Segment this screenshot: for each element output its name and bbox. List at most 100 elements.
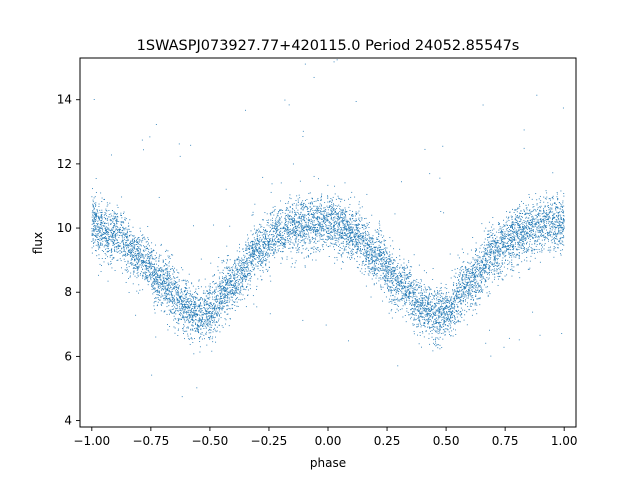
data-point	[425, 330, 427, 332]
data-point	[247, 234, 248, 236]
data-point	[364, 264, 366, 266]
data-point	[511, 241, 513, 243]
data-point	[468, 277, 470, 279]
data-point	[138, 246, 140, 248]
data-point	[526, 260, 528, 262]
data-point	[167, 274, 169, 276]
data-point	[208, 289, 210, 291]
data-point	[231, 271, 233, 273]
data-point	[126, 236, 127, 238]
data-point	[459, 271, 461, 273]
data-point	[240, 275, 242, 277]
data-point	[410, 318, 411, 320]
data-point	[105, 244, 107, 246]
data-point	[345, 214, 346, 216]
data-point	[224, 300, 226, 302]
data-point	[135, 264, 137, 265]
data-point	[563, 192, 565, 194]
data-point	[157, 290, 159, 292]
data-point	[274, 220, 276, 222]
data-point	[158, 261, 160, 262]
data-point	[197, 323, 199, 325]
data-point	[424, 301, 426, 303]
data-point	[298, 216, 300, 217]
data-point	[530, 214, 532, 215]
data-point	[205, 333, 206, 335]
data-point	[258, 246, 260, 248]
data-point	[227, 294, 228, 296]
data-point	[192, 322, 194, 324]
data-point	[487, 278, 489, 280]
data-point	[251, 276, 252, 278]
data-point	[204, 300, 205, 302]
data-point	[348, 340, 349, 342]
data-point	[361, 206, 363, 208]
data-point	[193, 301, 195, 303]
data-point	[286, 207, 288, 209]
data-point	[153, 274, 155, 276]
data-point	[311, 259, 313, 261]
data-point	[505, 259, 507, 261]
data-point	[451, 306, 452, 308]
data-point	[529, 209, 531, 211]
data-point	[101, 258, 103, 259]
data-point	[144, 264, 146, 266]
data-point	[151, 288, 153, 290]
data-point	[137, 243, 139, 245]
data-point	[450, 299, 452, 300]
data-point	[141, 260, 143, 262]
data-point	[524, 220, 526, 222]
data-point	[356, 249, 358, 251]
data-point	[110, 250, 112, 252]
data-point	[292, 242, 294, 244]
data-point	[381, 230, 383, 232]
data-point	[177, 301, 179, 303]
data-point	[229, 292, 231, 294]
data-point	[108, 243, 110, 244]
data-point	[228, 272, 230, 274]
data-point	[440, 311, 442, 313]
data-point	[534, 214, 536, 216]
data-point	[409, 284, 411, 286]
data-point	[136, 242, 138, 243]
data-point	[448, 291, 450, 293]
data-point	[378, 261, 380, 263]
data-point	[166, 298, 168, 300]
data-point	[215, 291, 217, 293]
data-point	[245, 287, 247, 288]
data-point	[147, 237, 149, 239]
data-point	[384, 267, 386, 269]
data-point	[300, 208, 302, 210]
data-point	[174, 286, 176, 288]
data-point	[298, 227, 300, 229]
data-point	[315, 251, 317, 253]
data-point	[510, 253, 512, 255]
data-point	[540, 219, 542, 220]
data-point	[323, 210, 325, 212]
data-point	[539, 207, 541, 209]
data-point	[311, 214, 313, 215]
data-point	[329, 231, 331, 233]
data-point	[521, 235, 523, 237]
data-point	[315, 224, 316, 226]
data-point	[179, 296, 181, 298]
data-point	[438, 310, 440, 312]
data-point	[159, 276, 161, 278]
data-point	[346, 239, 348, 241]
data-point	[102, 221, 104, 223]
data-point	[185, 301, 187, 303]
data-point	[502, 241, 504, 243]
data-point	[91, 252, 93, 254]
data-point	[199, 303, 201, 305]
data-point	[145, 262, 147, 263]
data-point	[107, 244, 109, 246]
data-point	[126, 228, 128, 230]
data-point	[367, 243, 369, 244]
data-point	[371, 262, 373, 264]
data-point	[458, 282, 460, 284]
data-point	[339, 221, 341, 223]
data-point	[190, 329, 192, 331]
data-point	[470, 286, 472, 288]
data-point	[248, 272, 249, 274]
data-point	[458, 274, 460, 276]
